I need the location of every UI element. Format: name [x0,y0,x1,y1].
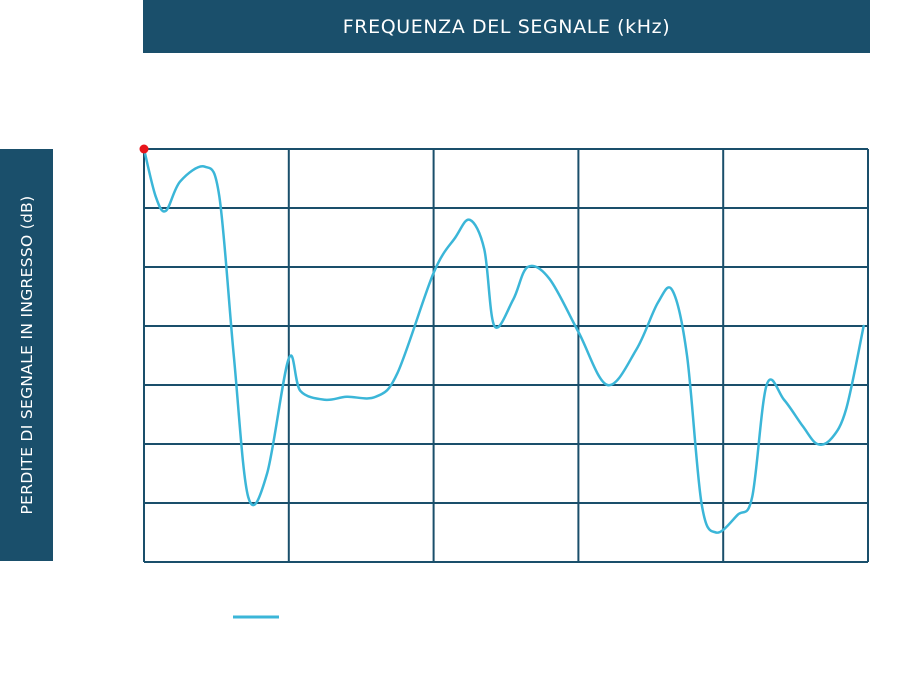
x-axis-title: FREQUENZA DEL SEGNALE (kHz) [342,15,671,38]
start-point-marker [139,144,149,154]
y-axis-title-bar: PERDITE DI SEGNALE IN INGRESSO (dB) [0,149,53,561]
x-axis-title-bar: FREQUENZA DEL SEGNALE (kHz) [143,0,870,53]
grid [143,148,869,563]
series-line [142,147,865,534]
series-layer [139,144,865,534]
